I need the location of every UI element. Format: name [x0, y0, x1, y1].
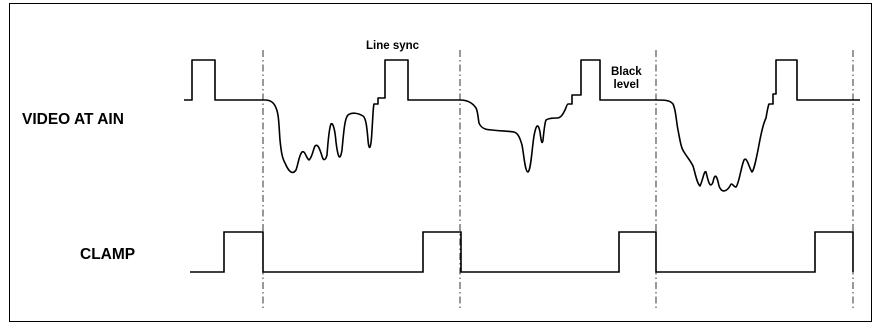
line-sync-annotation: Line sync	[366, 40, 420, 52]
black-level-annotation: Black level	[611, 66, 642, 92]
video-signal-label: VIDEO AT AIN	[22, 111, 124, 128]
black-level-line1: Black	[611, 66, 642, 78]
reference-lines	[262, 50, 854, 310]
diagram-border	[9, 3, 872, 322]
clamp-waveform	[190, 231, 854, 273]
clamp-signal-label: CLAMP	[80, 246, 136, 263]
black-level-line2: level	[613, 79, 640, 91]
video-waveform	[184, 59, 860, 192]
